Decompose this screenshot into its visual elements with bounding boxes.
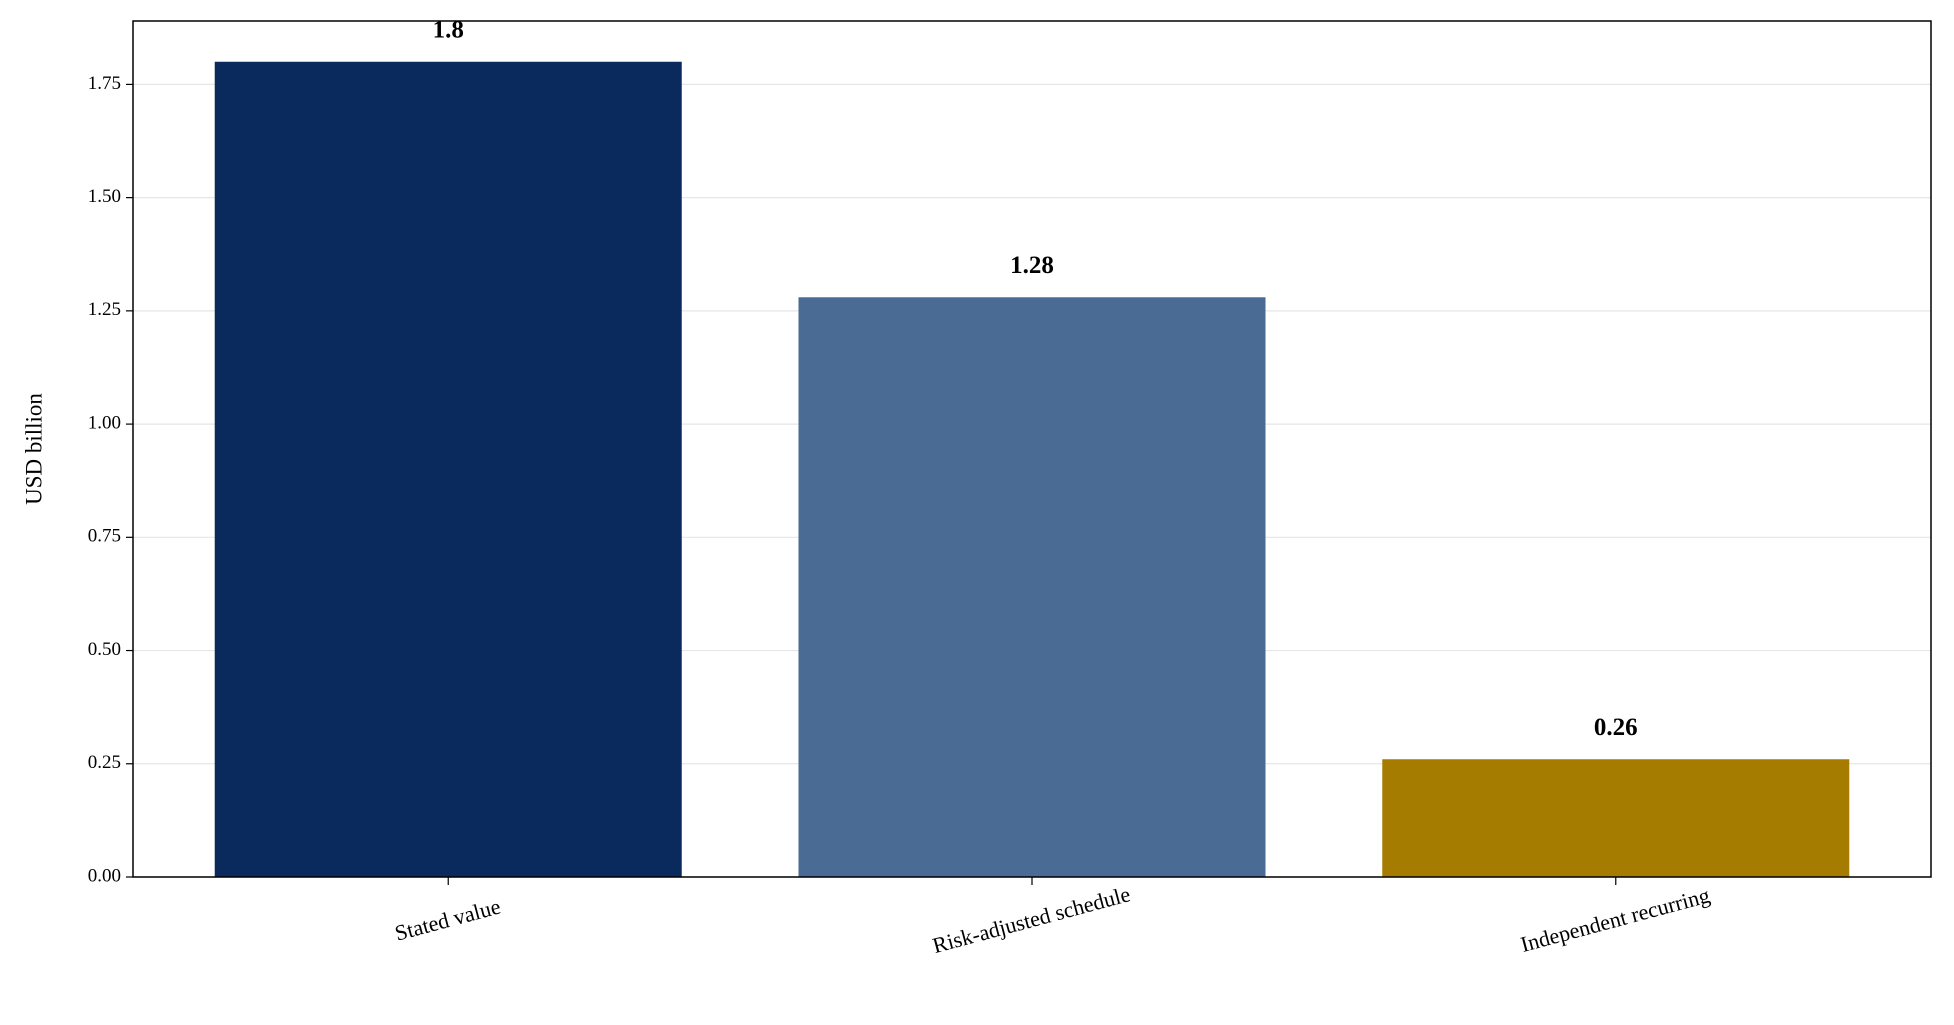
x-tick-label: Stated value [392,894,503,946]
plot-frame [132,20,1932,878]
bar [1382,759,1850,877]
y-tick-label: 0.00 [88,865,121,886]
y-tick-label: 0.50 [88,639,121,660]
x-tick-label: Risk-adjusted schedule [930,881,1133,958]
y-tick-label: 1.25 [88,299,121,320]
y-axis-label: USD billion [21,393,46,505]
value-label: 1.28 [1010,252,1054,279]
bar [214,61,682,878]
y-tick-label: 1.00 [88,412,121,433]
y-tick-label: 1.50 [88,186,121,207]
value-label: 0.26 [1594,714,1638,741]
bar [798,297,1266,877]
x-tick-label: Independent recurring [1518,882,1713,957]
y-tick-label: 0.75 [88,526,121,547]
y-tick-label: 0.25 [88,752,121,773]
y-tick-label: 1.75 [88,73,121,94]
